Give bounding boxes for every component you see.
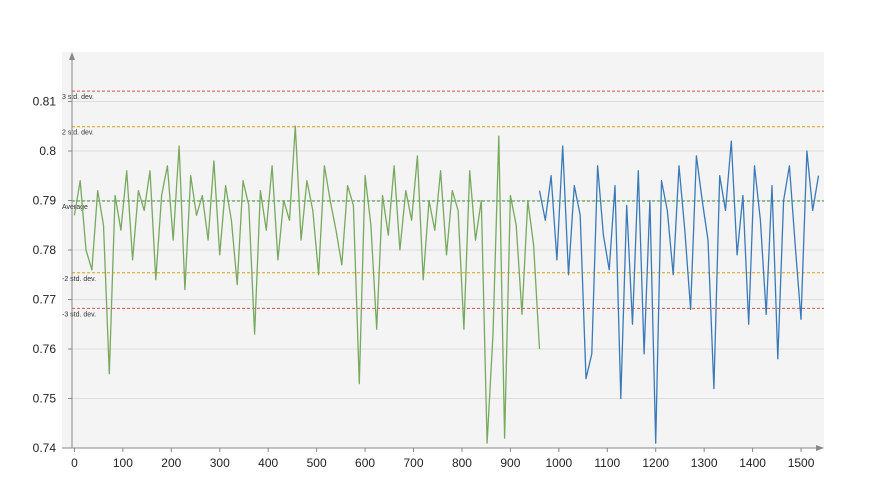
y-tick-label: 0.8 [39,144,56,158]
x-tick-label: 1100 [594,456,620,470]
y-tick-label: 0.77 [33,293,57,307]
series-line [538,140,820,444]
reference-line-label: 2 std. dev. [62,130,94,137]
x-tick-label: 1200 [642,456,669,470]
x-tick-label: 600 [355,456,375,470]
x-axis-arrow-icon [816,445,824,451]
x-tick-label: 900 [500,456,520,470]
series-line [73,125,541,444]
x-tick-label: 100 [113,456,133,470]
x-tick-label: 300 [210,456,230,470]
reference-line-label: -3 std. dev. [62,311,96,318]
series-layer [73,125,820,444]
x-tick-label: 1000 [545,456,572,470]
x-tick-label: 0 [71,456,78,470]
y-tick-label: 0.74 [33,441,57,455]
x-tick-labels: 0 100 200 300 400 500 600 700 800 900 1000 1100 1200… [71,448,815,470]
y-tick-label: 0.81 [33,95,57,109]
x-tick-label: 800 [452,456,472,470]
y-tick-label: 0.78 [33,243,57,257]
axes [62,52,824,451]
x-tick-label: 1300 [691,456,718,470]
x-tick-label: 1500 [788,456,815,470]
reference-line-label: -2 std. dev. [62,276,96,283]
x-tick-label: 500 [307,456,327,470]
y-tick-label: 0.75 [33,392,57,406]
y-tick-labels: 0.74 0.75 0.76 0.77 0.78 0.79 0.8 0.81 [33,95,72,455]
reference-line-label: Average [62,204,88,211]
reference-lines: 3 std. dev. 2 std. dev. Average -2 std. dev… [62,90,824,318]
x-tick-label: 400 [258,456,278,470]
y-axis-arrow-icon [69,52,75,60]
x-tick-label: 1400 [739,456,766,470]
reference-line-label: 3 std. dev. [62,94,94,101]
y-tick-label: 0.79 [33,194,57,208]
x-tick-label: 200 [161,456,181,470]
y-tick-label: 0.76 [33,342,57,356]
x-tick-label: 700 [403,456,423,470]
